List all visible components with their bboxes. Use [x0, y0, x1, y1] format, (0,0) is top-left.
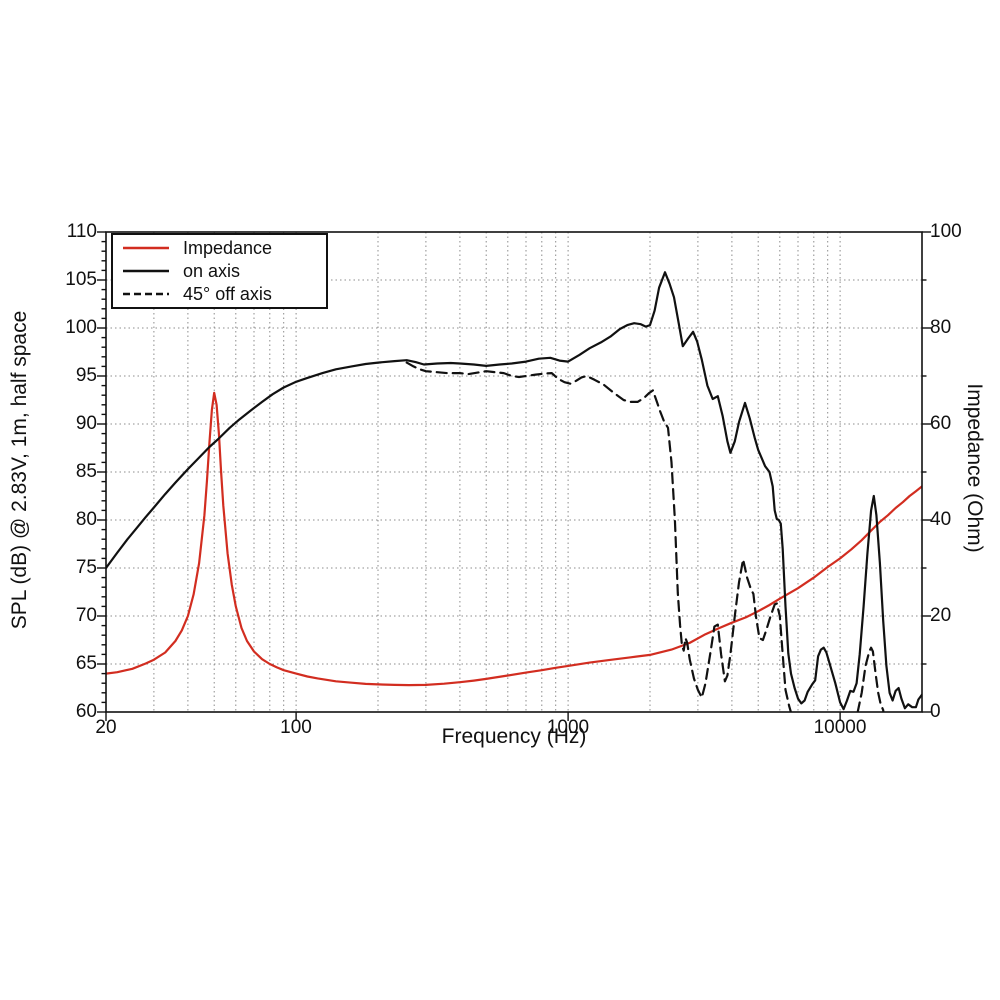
legend-item-on-axis: on axis: [121, 260, 326, 283]
x-tick-label: 1000: [546, 717, 590, 738]
x-tick-label: 100: [280, 717, 312, 738]
x-axis-tick-labels: 20 100 1000 10000: [0, 717, 1000, 741]
impedance-line-icon: [123, 246, 169, 250]
series-off-axis-45: [405, 361, 885, 712]
x-tick-label: 10000: [813, 717, 867, 738]
y-left-tick-label: 110: [66, 221, 97, 242]
y-left-tick-label: 105: [65, 269, 97, 290]
axis-ticks: [97, 231, 931, 721]
y-left-tick-label: 80: [75, 509, 97, 530]
y-right-tick-label: 40: [930, 509, 952, 530]
y-right-tick-label: 80: [930, 317, 952, 338]
y-left-tick-label: 65: [75, 653, 97, 674]
y-right-tick-label: 100: [930, 221, 962, 242]
legend-label-impedance: Impedance: [183, 238, 273, 258]
legend: Impedance on axis 45° off axis: [111, 233, 328, 309]
y-right-tick-label: 60: [930, 413, 952, 434]
gridlines: [106, 232, 922, 712]
y-axis-left-title: SPL (dB) @ 2.83V, 1m, half space: [8, 310, 31, 630]
y-left-tick-label: 90: [75, 413, 97, 434]
y-axis-right-title: Impedance (Ohm): [963, 383, 986, 553]
series-on-axis: [106, 271, 922, 711]
y-left-tick-label: 95: [75, 365, 97, 386]
solid-line-icon: [123, 269, 169, 273]
legend-label-on-axis: on axis: [183, 261, 241, 281]
y-axis-right-tick-labels: 100 80 60 40 20 0: [930, 0, 998, 1000]
y-left-tick-label: 60: [75, 701, 97, 722]
legend-item-45-off-axis: 45° off axis: [121, 283, 326, 306]
y-left-tick-label: 100: [65, 317, 97, 338]
y-left-tick-label: 75: [75, 557, 97, 578]
x-axis-title: Frequency (Hz): [441, 725, 587, 748]
legend-label-45-off-axis: 45° off axis: [183, 284, 272, 304]
legend-item-impedance: Impedance: [121, 237, 326, 260]
dashed-line-icon: [123, 292, 169, 296]
y-left-tick-label: 85: [75, 461, 97, 482]
y-right-tick-label: 0: [930, 701, 941, 722]
y-axis-left-tick-labels: 110 105 100 95 90 85 80 75 70 65 60: [0, 0, 97, 1000]
y-right-tick-label: 20: [930, 605, 952, 626]
x-tick-label: 20: [95, 717, 117, 738]
y-left-tick-label: 70: [75, 605, 97, 626]
series-impedance: [106, 391, 922, 687]
